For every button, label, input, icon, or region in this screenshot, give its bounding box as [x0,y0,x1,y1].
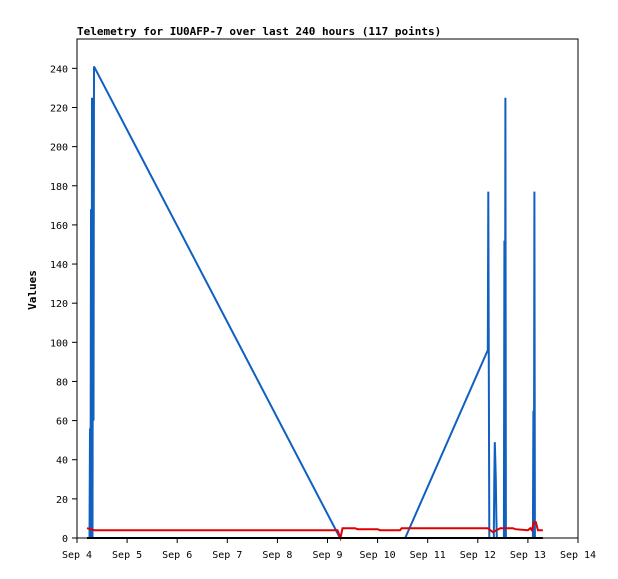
x-tick-label: Sep 9 [312,550,342,561]
x-tick-label: Sep 10 [360,550,396,561]
y-tick-label: 40 [56,456,68,467]
series-layer [86,65,543,542]
y-tick-label: 0 [62,534,68,545]
y-tick-label: 160 [50,221,68,232]
x-tick-label: Sep 7 [212,550,242,561]
y-axis-label: Values [26,270,39,310]
x-tick-label: Sep 6 [162,550,192,561]
y-tick-label: 20 [56,495,68,506]
y-tick-label: 140 [50,260,68,271]
x-tick-label: Sep 11 [410,550,446,561]
y-tick-label: 80 [56,377,68,388]
x-tick-label: Sep 13 [510,550,546,561]
x-tick-label: Sep 4 [62,550,92,561]
series-line-2 [86,521,543,542]
x-tick-label: Sep 14 [560,550,596,561]
x-tick-label: Sep 12 [460,550,496,561]
series-line-1 [88,65,536,539]
x-tick-label: Sep 8 [262,550,292,561]
plot-frame [76,38,579,539]
y-tick-label: 120 [50,299,68,310]
y-tick-label: 200 [50,143,68,154]
x-tick-label: Sep 5 [112,550,142,561]
x-axis: Sep 4 Sep 5 Sep 6 Sep 7 Sep 8 Sep 9 Sep 10 Sep … [62,538,596,561]
y-tick-label: 240 [50,64,68,75]
y-tick-label: 220 [50,103,68,114]
chart-title: Telemetry for IU0AFP-7 over last 240 hou… [77,25,441,38]
y-tick-label: 100 [50,338,68,349]
y-axis: 0 20 40 60 80 100 120 140 160 180 200 220 240 [50,64,77,545]
y-tick-label: 60 [56,417,68,428]
y-tick-label: 180 [50,182,68,193]
